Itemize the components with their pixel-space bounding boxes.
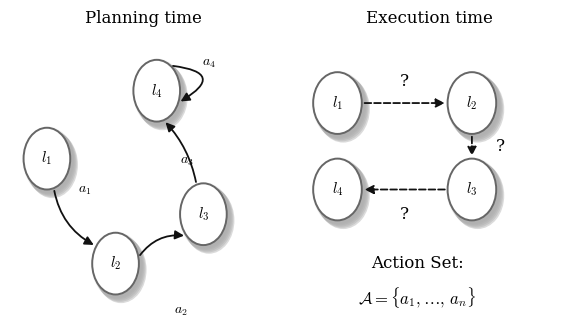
Ellipse shape xyxy=(96,236,146,303)
Ellipse shape xyxy=(25,129,76,196)
Ellipse shape xyxy=(446,71,500,138)
FancyArrowPatch shape xyxy=(364,100,443,107)
Ellipse shape xyxy=(91,231,142,298)
Ellipse shape xyxy=(317,162,370,229)
Text: $l_1$: $l_1$ xyxy=(332,94,343,112)
Text: $a_4$: $a_4$ xyxy=(202,56,216,70)
Text: $l_4$: $l_4$ xyxy=(332,181,343,198)
Ellipse shape xyxy=(23,128,74,195)
Ellipse shape xyxy=(446,157,500,224)
Text: $l_3$: $l_3$ xyxy=(466,181,478,198)
Ellipse shape xyxy=(133,60,184,126)
Ellipse shape xyxy=(450,75,503,141)
Text: $l_3$: $l_3$ xyxy=(198,206,209,223)
FancyArrowPatch shape xyxy=(167,124,196,182)
Text: $l_1$: $l_1$ xyxy=(41,150,53,167)
Text: ?: ? xyxy=(496,138,505,155)
Ellipse shape xyxy=(313,159,367,225)
Ellipse shape xyxy=(450,161,503,228)
FancyArrowPatch shape xyxy=(54,191,92,244)
Ellipse shape xyxy=(313,72,367,139)
Ellipse shape xyxy=(312,157,366,224)
Text: $l_4$: $l_4$ xyxy=(151,82,162,100)
Ellipse shape xyxy=(136,62,186,129)
Ellipse shape xyxy=(137,63,188,130)
Ellipse shape xyxy=(316,75,368,141)
Ellipse shape xyxy=(447,72,501,139)
Text: $l_2$: $l_2$ xyxy=(466,94,478,112)
Ellipse shape xyxy=(447,72,496,134)
Text: ?: ? xyxy=(400,206,409,223)
Ellipse shape xyxy=(451,162,505,229)
Ellipse shape xyxy=(315,73,367,140)
FancyArrowPatch shape xyxy=(140,231,182,255)
Text: $l_2$: $l_2$ xyxy=(110,255,121,273)
Ellipse shape xyxy=(133,60,180,122)
Ellipse shape xyxy=(316,161,368,228)
Ellipse shape xyxy=(181,185,232,251)
Text: $a_3$: $a_3$ xyxy=(180,154,194,168)
Ellipse shape xyxy=(179,182,230,249)
Ellipse shape xyxy=(313,72,362,134)
FancyArrowPatch shape xyxy=(173,66,203,100)
Ellipse shape xyxy=(22,126,74,193)
Ellipse shape xyxy=(27,131,78,198)
Text: $a_1$: $a_1$ xyxy=(78,183,92,197)
Title: Execution time: Execution time xyxy=(366,10,492,27)
Ellipse shape xyxy=(180,183,231,250)
Ellipse shape xyxy=(315,160,367,226)
Text: $a_2$: $a_2$ xyxy=(173,304,187,318)
Ellipse shape xyxy=(93,234,144,301)
Ellipse shape xyxy=(312,71,366,138)
Text: Action Set:: Action Set: xyxy=(371,255,464,272)
Ellipse shape xyxy=(447,159,501,225)
Ellipse shape xyxy=(451,76,505,142)
Ellipse shape xyxy=(182,186,233,253)
Text: ?: ? xyxy=(400,73,409,90)
Ellipse shape xyxy=(23,128,70,190)
Ellipse shape xyxy=(447,159,496,220)
Ellipse shape xyxy=(134,61,185,128)
Ellipse shape xyxy=(313,159,362,220)
Ellipse shape xyxy=(26,130,77,197)
FancyArrowPatch shape xyxy=(468,137,475,154)
Ellipse shape xyxy=(92,233,139,294)
Ellipse shape xyxy=(448,73,502,140)
FancyArrowPatch shape xyxy=(367,186,445,193)
Ellipse shape xyxy=(180,183,227,245)
Title: Planning time: Planning time xyxy=(85,10,201,27)
Ellipse shape xyxy=(184,187,235,254)
Ellipse shape xyxy=(317,76,370,142)
Text: $\mathcal{A} = \{a_1,\ldots,\, a_n\}$: $\mathcal{A} = \{a_1,\ldots,\, a_n\}$ xyxy=(359,285,476,310)
Ellipse shape xyxy=(132,58,184,125)
Ellipse shape xyxy=(92,233,143,299)
Ellipse shape xyxy=(448,160,502,226)
Ellipse shape xyxy=(94,235,145,302)
